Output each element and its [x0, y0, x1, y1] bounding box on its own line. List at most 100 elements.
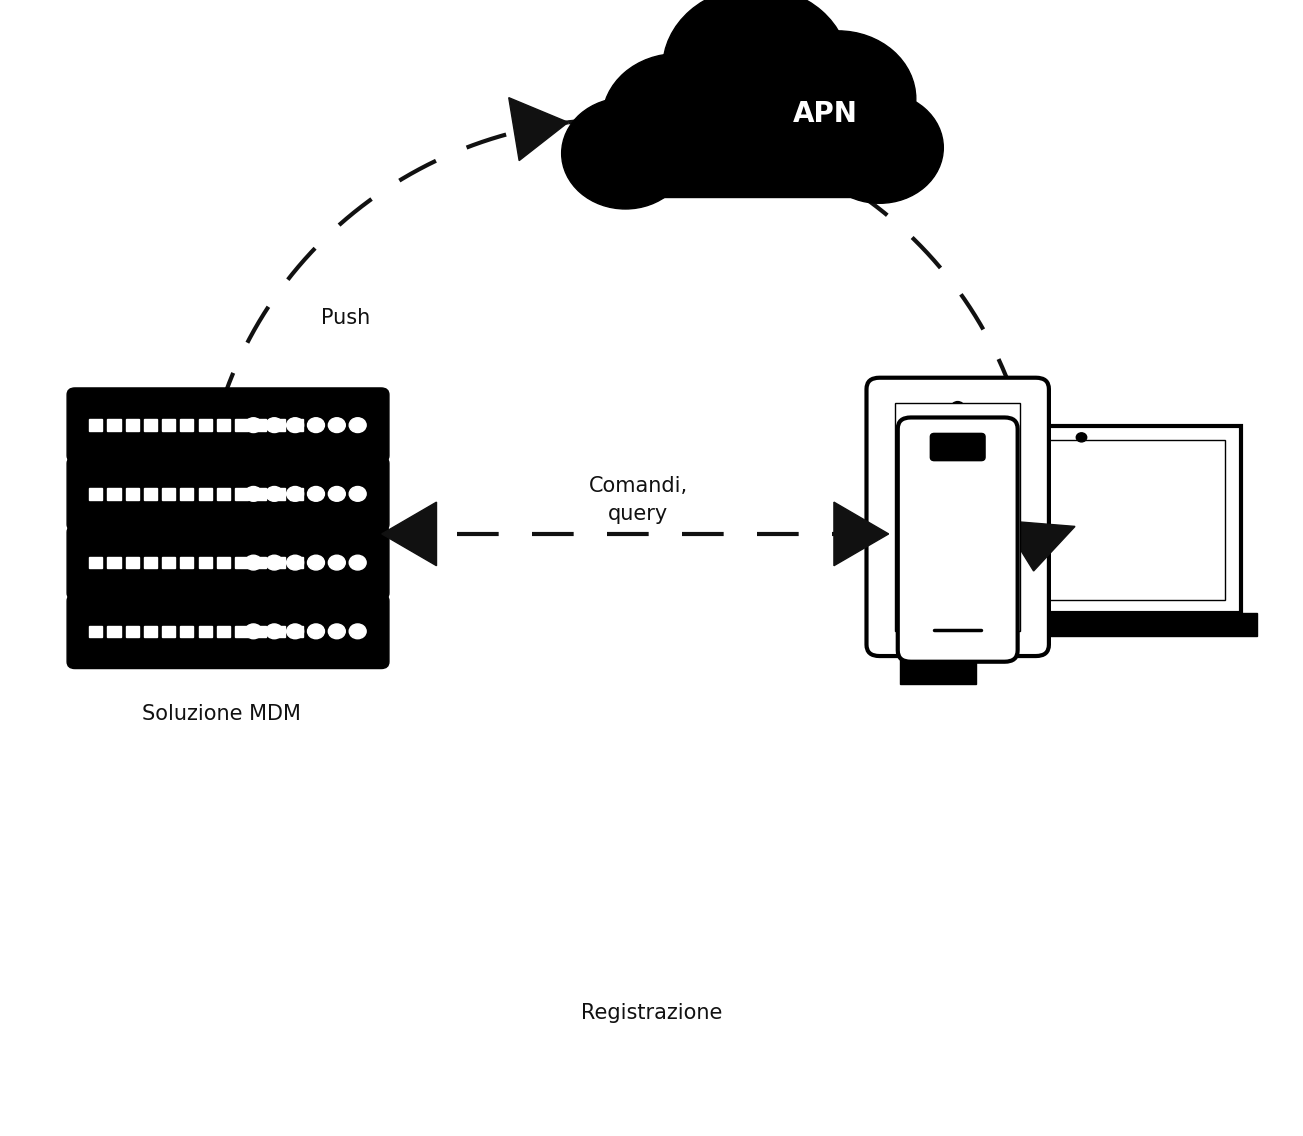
Circle shape — [663, 0, 848, 149]
Text: Comandi,
query: Comandi, query — [589, 476, 688, 524]
Circle shape — [308, 418, 324, 433]
Bar — [180, 626, 194, 637]
Circle shape — [328, 418, 345, 433]
Circle shape — [328, 486, 345, 501]
FancyBboxPatch shape — [895, 403, 1020, 632]
Bar — [143, 626, 156, 637]
Bar — [125, 557, 138, 568]
Bar — [162, 626, 175, 637]
Bar — [216, 488, 229, 500]
Bar — [162, 419, 175, 431]
Circle shape — [287, 556, 304, 570]
Circle shape — [349, 624, 366, 638]
Circle shape — [1076, 433, 1087, 442]
Bar — [235, 626, 248, 637]
Bar — [271, 626, 285, 637]
Text: APN: APN — [792, 100, 857, 127]
FancyBboxPatch shape — [68, 457, 388, 532]
Circle shape — [245, 486, 262, 501]
Text: Soluzione MDM: Soluzione MDM — [142, 704, 301, 725]
Circle shape — [287, 624, 304, 638]
Circle shape — [308, 486, 324, 501]
Bar — [125, 419, 138, 431]
Bar — [89, 488, 102, 500]
Circle shape — [349, 486, 366, 501]
Circle shape — [287, 486, 304, 501]
Circle shape — [349, 418, 366, 433]
Bar — [216, 626, 229, 637]
Bar — [89, 557, 102, 568]
Circle shape — [245, 624, 262, 638]
Circle shape — [287, 418, 304, 433]
Circle shape — [308, 556, 324, 570]
Bar — [180, 488, 194, 500]
Circle shape — [328, 624, 345, 638]
Bar — [107, 557, 120, 568]
Bar — [198, 557, 211, 568]
Bar — [125, 626, 138, 637]
Bar — [180, 419, 194, 431]
Circle shape — [245, 556, 262, 570]
Bar — [216, 557, 229, 568]
Bar — [253, 557, 267, 568]
Circle shape — [951, 402, 964, 414]
Bar — [271, 419, 285, 431]
FancyBboxPatch shape — [900, 651, 976, 684]
Circle shape — [349, 556, 366, 570]
Bar — [143, 488, 156, 500]
Bar — [253, 626, 267, 637]
Bar — [162, 557, 175, 568]
Bar — [289, 557, 302, 568]
FancyBboxPatch shape — [923, 426, 1240, 613]
Polygon shape — [382, 502, 437, 566]
Bar — [180, 557, 194, 568]
Bar — [107, 488, 120, 500]
Circle shape — [266, 556, 283, 570]
FancyBboxPatch shape — [938, 440, 1226, 600]
Bar — [235, 419, 248, 431]
Bar — [271, 488, 285, 500]
Text: Push: Push — [321, 308, 370, 328]
Text: Registrazione: Registrazione — [581, 1003, 722, 1024]
Bar — [253, 419, 267, 431]
Circle shape — [266, 486, 283, 501]
Bar — [198, 419, 211, 431]
Bar — [235, 488, 248, 500]
Circle shape — [760, 31, 916, 167]
Bar — [89, 419, 102, 431]
Bar — [198, 488, 211, 500]
FancyBboxPatch shape — [898, 418, 1018, 662]
Bar — [271, 557, 285, 568]
Circle shape — [308, 624, 324, 638]
Bar — [253, 488, 267, 500]
FancyBboxPatch shape — [907, 613, 1256, 636]
Circle shape — [602, 53, 753, 185]
Bar — [289, 419, 302, 431]
Bar — [289, 626, 302, 637]
Bar — [143, 557, 156, 568]
Bar — [216, 419, 229, 431]
Circle shape — [245, 418, 262, 433]
Bar — [89, 626, 102, 637]
FancyBboxPatch shape — [68, 389, 388, 462]
Bar — [143, 419, 156, 431]
Bar — [162, 488, 175, 500]
Circle shape — [562, 98, 689, 209]
FancyBboxPatch shape — [866, 378, 1049, 657]
Circle shape — [266, 624, 283, 638]
Circle shape — [266, 418, 283, 433]
Bar — [289, 488, 302, 500]
Bar — [107, 419, 120, 431]
Bar — [107, 626, 120, 637]
Polygon shape — [834, 502, 889, 566]
Bar — [198, 626, 211, 637]
FancyBboxPatch shape — [930, 434, 985, 461]
Bar — [595, 111, 906, 197]
Bar — [235, 557, 248, 568]
Polygon shape — [1002, 520, 1075, 571]
Circle shape — [328, 556, 345, 570]
Bar — [125, 488, 138, 500]
Circle shape — [816, 92, 943, 203]
FancyBboxPatch shape — [68, 594, 388, 668]
Polygon shape — [508, 98, 568, 160]
